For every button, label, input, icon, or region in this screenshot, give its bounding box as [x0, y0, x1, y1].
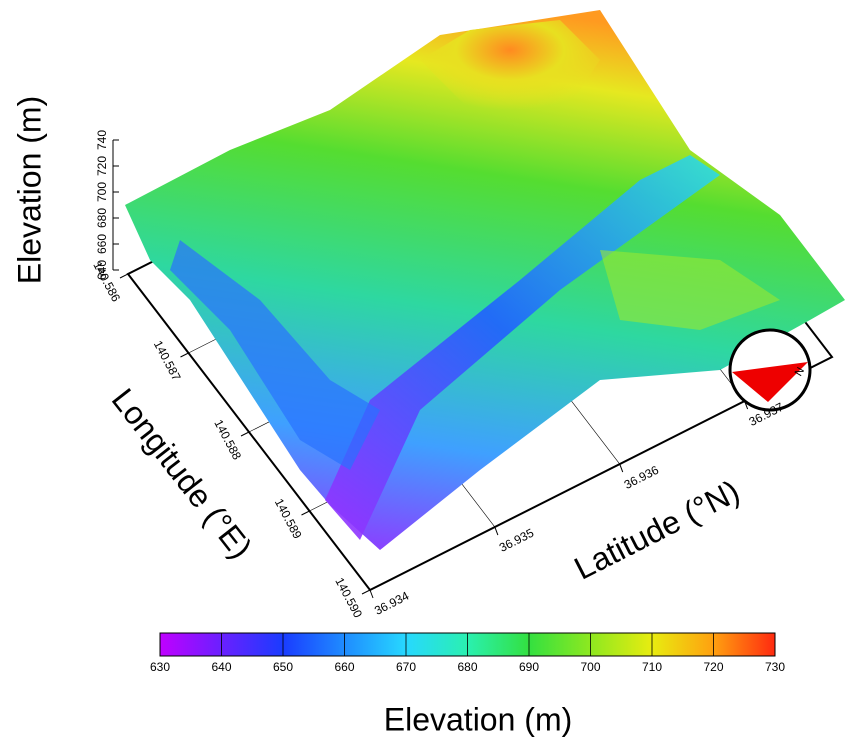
compass: N [730, 330, 810, 410]
terrain-surface [125, 10, 845, 550]
colorbar-segment [714, 633, 776, 656]
x-tick-label: 140.588 [211, 417, 244, 462]
colorbar-tick-label: 710 [642, 660, 662, 674]
colorbar-label: Elevation (m) [384, 701, 573, 737]
x-axis-label: Longitude (°E) [105, 382, 260, 566]
colorbar-tick-label: 650 [273, 660, 293, 674]
x-tick-label: 140.590 [332, 575, 365, 620]
y-tick [620, 464, 623, 472]
chart: N Elevation (m) Longitude (°E) Latitude … [0, 0, 856, 745]
colorbar-tick-label: 670 [396, 660, 416, 674]
x-tick [120, 274, 128, 278]
colorbar-tick-label: 640 [211, 660, 231, 674]
colorbar-tick-label: 700 [580, 660, 600, 674]
y-tick [495, 527, 498, 535]
x-tick-label: 140.587 [151, 338, 184, 383]
colorbar-tick-label: 630 [150, 660, 170, 674]
colorbar-tick-label: 660 [334, 660, 354, 674]
y-tick [370, 590, 373, 598]
y-tick-label: 36.934 [372, 589, 411, 618]
colorbar-tick-label: 690 [519, 660, 539, 674]
colorbar-tick-label: 720 [703, 660, 723, 674]
z-tick-label: 740 [95, 130, 109, 150]
colorbar-segment [591, 633, 653, 656]
y-axis-label: Latitude (°N) [568, 473, 745, 587]
z-tick-label: 680 [95, 208, 109, 228]
colorbar-segment [406, 633, 468, 656]
z-tick-label: 640 [95, 260, 109, 280]
z-axis-label: Elevation (m) [11, 96, 47, 285]
colorbar-segment [529, 633, 591, 656]
x-tick-label: 140.589 [272, 496, 305, 541]
x-tick [362, 590, 370, 594]
x-tick [302, 511, 310, 515]
x-tick [181, 353, 189, 357]
y-tick-label: 36.935 [497, 526, 536, 555]
x-tick [241, 432, 249, 436]
colorbar-segment [468, 633, 530, 656]
colorbar-segment [160, 633, 222, 656]
page: {"chart_data": { "type": "surface", "zla… [0, 0, 856, 745]
colorbar-tick-label: 680 [457, 660, 477, 674]
colorbar-segment [652, 633, 714, 656]
colorbar-segment [283, 633, 345, 656]
z-tick-label: 660 [95, 234, 109, 254]
colorbar-segment [222, 633, 284, 656]
colorbar-tick-label: 730 [765, 660, 785, 674]
colorbar-segment [345, 633, 407, 656]
y-tick-label: 36.936 [622, 463, 661, 492]
z-tick-label: 700 [95, 182, 109, 202]
z-tick-label: 720 [95, 156, 109, 176]
